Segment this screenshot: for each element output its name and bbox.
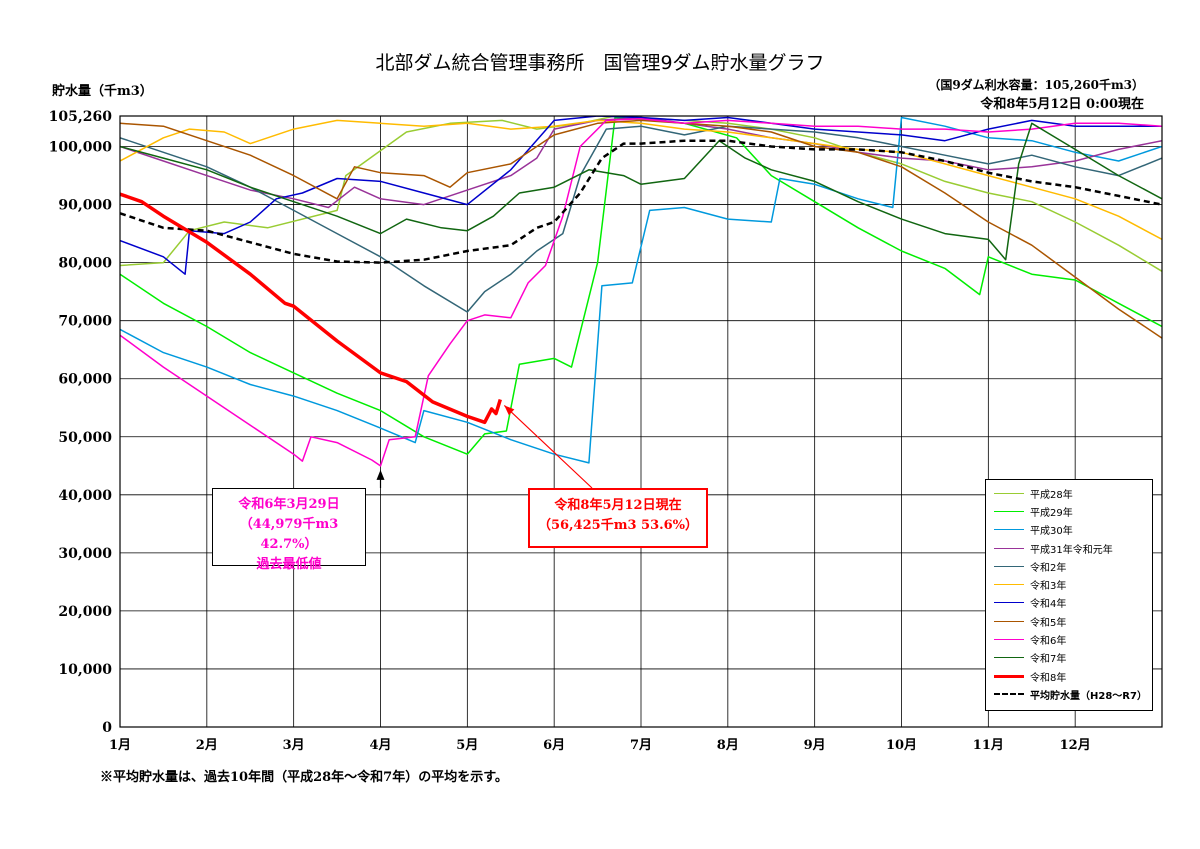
- y-tick-label: 90,000: [58, 198, 112, 214]
- legend-swatch: [994, 584, 1024, 586]
- legend-label: 平均貯水量（H28～R7）: [1030, 690, 1147, 702]
- chart-title: 北部ダム統合管理事務所 国管理9ダム貯水量グラフ: [375, 52, 825, 74]
- series-line-2: [120, 116, 1162, 464]
- legend-item: 平成29年: [986, 502, 1152, 520]
- x-tick-label: 7月: [630, 738, 652, 753]
- x-tick-label: 1月: [109, 738, 131, 753]
- series-line-8: [120, 117, 1162, 467]
- legend-item: 平成28年: [986, 484, 1152, 502]
- y-tick-label: 70,000: [58, 314, 112, 330]
- series-line-9: [120, 122, 1162, 261]
- legend-label: 平成28年: [1030, 489, 1073, 501]
- legend-swatch: [994, 693, 1024, 696]
- legend-label: 令和6年: [1030, 636, 1067, 648]
- x-tick-label: 4月: [369, 738, 391, 753]
- legend-swatch: [994, 602, 1024, 604]
- legend-swatch: [994, 620, 1024, 622]
- series-line-10: [120, 192, 502, 425]
- y-tick-label: 10,000: [58, 662, 112, 678]
- legend-item: 平均貯水量（H28～R7）: [986, 685, 1152, 703]
- legend-swatch: [994, 657, 1024, 659]
- y-tick-label: 100,000: [49, 140, 113, 156]
- legend-swatch: [994, 674, 1024, 678]
- as-of-timestamp: 令和8年5月12日 0:00現在: [980, 97, 1144, 112]
- legend-item: 令和2年: [986, 557, 1152, 575]
- x-tick-label: 12月: [1060, 738, 1091, 753]
- legend-label: 令和7年: [1030, 654, 1067, 666]
- x-tick-label: 5月: [456, 738, 478, 753]
- legend-label: 平成30年: [1030, 526, 1073, 538]
- x-tick-label: 9月: [804, 738, 826, 753]
- x-tick-label: 11月: [973, 738, 1004, 753]
- y-tick-label: 20,000: [58, 604, 112, 620]
- arrow-now-head: [504, 405, 515, 416]
- legend-item: 令和6年: [986, 630, 1152, 648]
- y-tick-label: 50,000: [58, 430, 112, 446]
- arrow-low-head: [376, 469, 385, 480]
- legend-label: 令和4年: [1030, 599, 1067, 611]
- legend-item: 令和4年: [986, 594, 1152, 612]
- legend-item: 令和7年: [986, 649, 1152, 667]
- legend-swatch: [994, 547, 1024, 549]
- annotation-low-label: 過去最低値: [256, 557, 322, 572]
- legend-label: 令和2年: [1030, 562, 1067, 574]
- legend-label: 平成29年: [1030, 507, 1073, 519]
- series-line-6: [120, 116, 1162, 275]
- annotation-record-low: 令和6年3月29日 （44,979千m3 42.7%） 過去最低値: [212, 488, 366, 572]
- legend-swatch: [994, 510, 1024, 512]
- y-tick-label: 0: [102, 720, 112, 736]
- x-tick-label: 3月: [283, 738, 305, 753]
- series-line-1: [120, 116, 1162, 455]
- arrow-now-shaft: [503, 405, 593, 489]
- y-tick-label: 80,000: [58, 256, 112, 272]
- legend-item: 令和3年: [986, 575, 1152, 593]
- y-axis-label: 貯水量（千m3）: [52, 84, 153, 99]
- y-tick-label: 105,260: [49, 109, 113, 125]
- legend-label: 令和3年: [1030, 581, 1067, 593]
- legend-swatch: [994, 492, 1024, 494]
- annotation-low-date: 令和6年3月29日: [238, 497, 340, 512]
- legend-label: 令和5年: [1030, 617, 1067, 629]
- series-line-0: [120, 116, 1162, 272]
- y-tick-label: 40,000: [58, 488, 112, 504]
- legend-swatch: [994, 529, 1024, 531]
- series-line-11: [120, 139, 1162, 264]
- legend-item: 令和5年: [986, 612, 1152, 630]
- y-tick-label: 60,000: [58, 372, 112, 388]
- plot-border: [119, 115, 1163, 728]
- series-line-4: [120, 125, 1162, 313]
- annotation-now-value: （56,425千m3 53.6%）: [537, 518, 699, 533]
- legend-item: 平成31年令和元年: [986, 539, 1152, 557]
- annotation-low-value: （44,979千m3 42.7%）: [239, 517, 339, 552]
- x-tick-label: 8月: [717, 738, 739, 753]
- x-tick-label: 2月: [196, 738, 218, 753]
- legend-label: 平成31年令和元年: [1030, 544, 1113, 556]
- x-tick-label: 10月: [886, 738, 917, 753]
- chart-legend: 平成28年平成29年平成30年平成31年令和元年 令和2年令和3年令和4年令和5年…: [985, 479, 1153, 711]
- annotation-now-date: 令和8年5月12日現在: [554, 498, 682, 513]
- capacity-note: （国9ダム利水容量：105,260千m3）: [928, 78, 1144, 92]
- x-tick-label: 6月: [543, 738, 565, 753]
- annotation-current: 令和8年5月12日現在 （56,425千m3 53.6%）: [528, 488, 708, 548]
- series-line-7: [120, 119, 1162, 339]
- footnote: ※平均貯水量は、過去10年間（平成28年～令和7年）の平均を示す。: [100, 770, 508, 785]
- legend-item: 平成30年: [986, 521, 1152, 539]
- legend-swatch: [994, 565, 1024, 567]
- y-tick-label: 30,000: [58, 546, 112, 562]
- legend-item: 令和8年: [986, 667, 1152, 685]
- legend-label: 令和8年: [1030, 672, 1067, 684]
- legend-swatch: [994, 639, 1024, 641]
